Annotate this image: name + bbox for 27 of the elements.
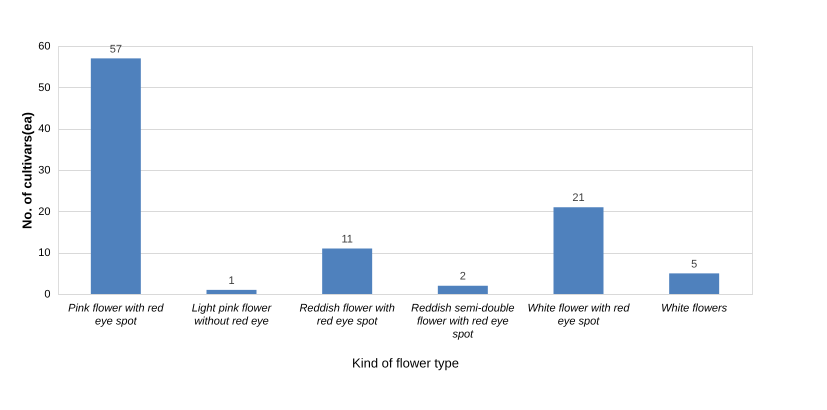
y-tick-label: 60 — [38, 40, 50, 52]
y-tick-label: 50 — [38, 82, 50, 94]
data-label: 1 — [228, 274, 235, 287]
bar — [554, 207, 604, 294]
y-axis-title: No. of cultivars(ea) — [19, 112, 34, 230]
data-label: 57 — [110, 43, 122, 56]
bar — [669, 273, 720, 294]
y-tick-label: 30 — [38, 164, 50, 176]
bar — [438, 286, 488, 294]
data-label: 21 — [572, 192, 585, 204]
x-tick-label: Reddish flower with red eye spot — [299, 302, 395, 328]
x-tick-label: Pink flower with red eye spot — [68, 302, 164, 328]
y-tick-label: 20 — [38, 206, 50, 218]
x-tick-label: Light pink flower without red eye — [192, 302, 273, 328]
data-label: 5 — [691, 258, 698, 270]
x-tick-label: White flower with red eye spot — [527, 302, 630, 328]
bar — [90, 58, 141, 294]
y-tick-label: 0 — [44, 288, 50, 300]
x-axis-title: Kind of flower type — [352, 356, 459, 370]
x-tick-label: White flowers — [661, 302, 728, 314]
y-tick-label: 40 — [38, 123, 50, 136]
bar — [322, 248, 372, 294]
x-tick-label: Reddish semi-double flower with red eye spot — [411, 302, 515, 340]
y-tick-label: 10 — [38, 247, 50, 260]
data-label: 2 — [460, 270, 466, 283]
bar — [206, 290, 256, 294]
data-label: 11 — [341, 234, 353, 246]
